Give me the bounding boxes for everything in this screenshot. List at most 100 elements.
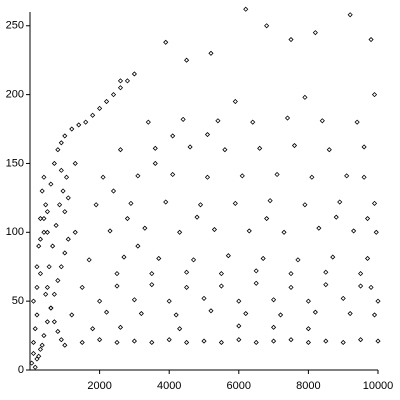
point: [284, 115, 291, 121]
point: [319, 118, 325, 124]
point: [211, 226, 218, 233]
point: [97, 337, 103, 343]
point: [149, 282, 155, 288]
point: [30, 298, 37, 304]
point: [62, 342, 68, 348]
y-tick-label: 150: [6, 157, 24, 169]
point: [86, 257, 92, 263]
point: [114, 271, 120, 277]
point: [177, 229, 183, 235]
point: [103, 98, 110, 105]
point: [340, 339, 346, 346]
point: [326, 147, 332, 153]
point: [34, 264, 40, 270]
point: [62, 209, 68, 215]
point: [323, 269, 329, 275]
point: [36, 353, 42, 359]
point: [257, 145, 263, 151]
point: [204, 174, 211, 180]
point: [156, 255, 162, 262]
point: [253, 339, 259, 346]
point: [46, 264, 52, 270]
point: [271, 297, 277, 303]
point: [180, 116, 186, 122]
point: [41, 215, 47, 222]
point: [34, 284, 40, 290]
point: [239, 173, 245, 179]
point: [117, 78, 124, 84]
point: [291, 142, 298, 149]
point: [208, 308, 214, 314]
point: [187, 144, 193, 150]
point: [43, 291, 49, 297]
point: [83, 119, 89, 125]
point: [79, 284, 85, 290]
point: [208, 50, 214, 56]
point: [368, 36, 374, 43]
point: [309, 174, 315, 180]
point: [124, 215, 131, 222]
y-tick-label: 200: [6, 89, 24, 101]
point: [131, 338, 137, 344]
point: [166, 337, 172, 343]
point: [323, 282, 329, 288]
point: [135, 243, 141, 249]
point: [51, 291, 57, 297]
point: [232, 200, 238, 206]
point: [243, 310, 249, 317]
point: [236, 298, 242, 304]
point: [337, 199, 343, 205]
point: [302, 94, 308, 100]
point: [323, 338, 329, 344]
point: [30, 350, 37, 357]
point: [57, 202, 63, 208]
point: [364, 215, 371, 222]
point: [354, 119, 360, 125]
point: [128, 200, 134, 206]
point: [41, 174, 47, 180]
point: [135, 173, 141, 179]
point: [37, 346, 44, 352]
point: [184, 339, 190, 346]
point: [250, 119, 256, 125]
point: [305, 298, 311, 304]
point: [79, 339, 85, 346]
point: [184, 269, 190, 275]
point: [41, 229, 47, 235]
point: [243, 6, 249, 12]
point: [368, 284, 374, 290]
point: [312, 309, 318, 315]
point: [358, 337, 364, 343]
point: [44, 284, 50, 290]
point: [253, 280, 259, 286]
point: [364, 255, 371, 262]
point: [55, 147, 61, 153]
point: [302, 202, 308, 208]
point: [117, 324, 124, 330]
point: [271, 324, 277, 330]
point: [62, 250, 68, 256]
point: [32, 364, 38, 370]
point: [246, 228, 252, 234]
point: [44, 319, 50, 325]
point: [344, 173, 350, 179]
point: [62, 133, 68, 139]
point: [316, 225, 322, 231]
point: [142, 225, 148, 231]
point: [131, 297, 137, 303]
point: [288, 36, 294, 43]
point: [173, 312, 179, 318]
point: [288, 284, 294, 290]
point: [218, 339, 224, 346]
point: [37, 271, 44, 277]
point: [48, 181, 54, 187]
point: [218, 271, 224, 277]
point: [58, 140, 64, 146]
point: [201, 338, 207, 344]
point: [53, 222, 59, 228]
point: [90, 326, 96, 332]
point: [358, 283, 364, 289]
point: [37, 215, 44, 222]
point: [44, 229, 50, 235]
point: [110, 92, 117, 98]
